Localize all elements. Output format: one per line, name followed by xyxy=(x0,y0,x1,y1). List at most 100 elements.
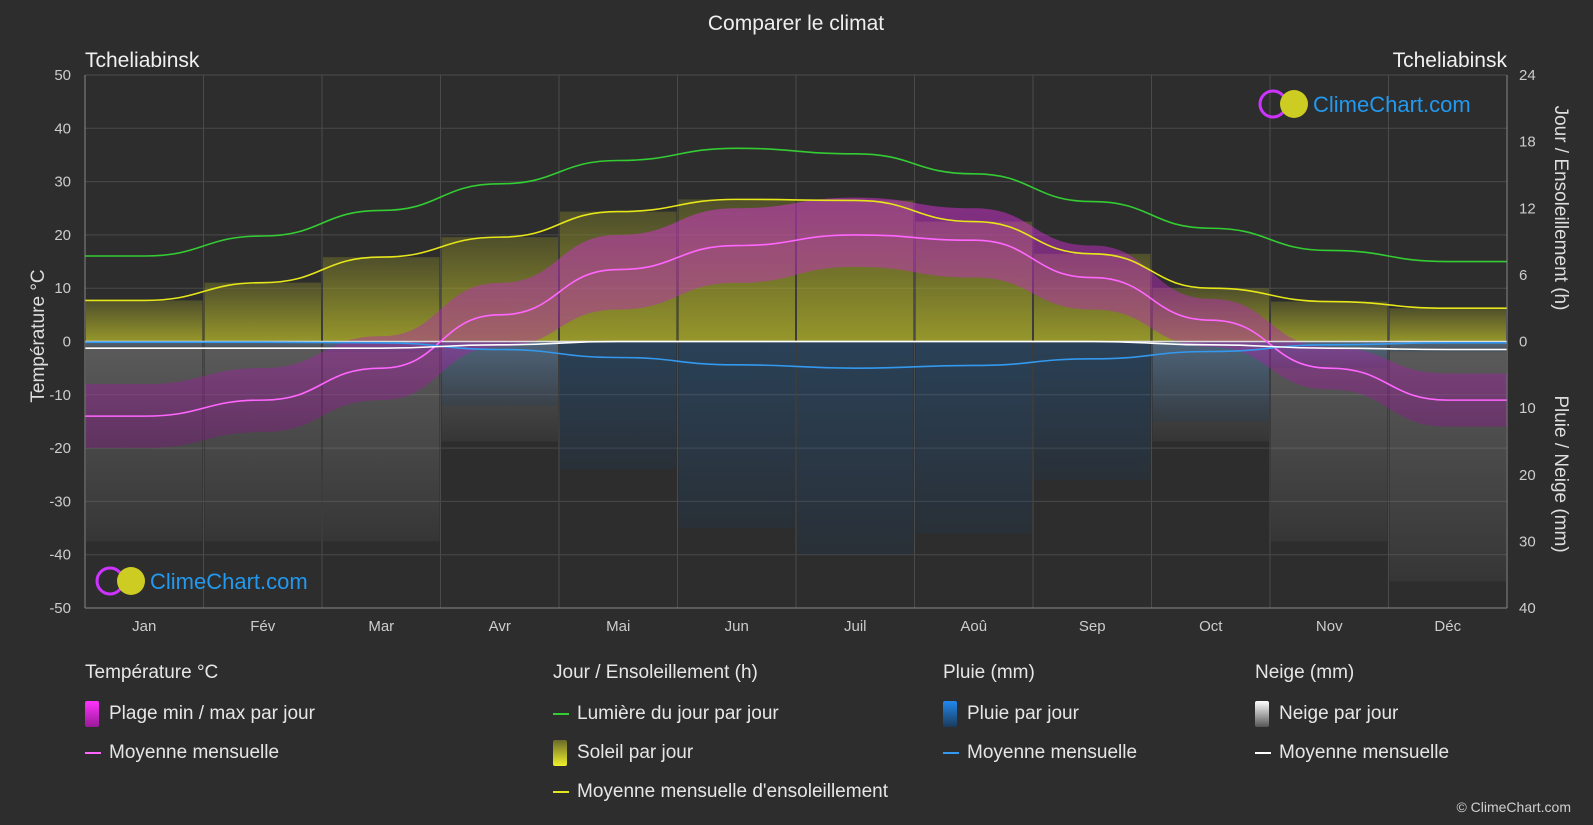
y-left-tick-label: -10 xyxy=(49,387,71,404)
legend-title-sun: Jour / Ensoleillement (h) xyxy=(553,662,758,683)
y-left-tick-label: 50 xyxy=(54,67,71,84)
location-right: Tcheliabinsk xyxy=(1393,49,1508,72)
legend-item-temp-mean: Moyenne mensuelle xyxy=(85,739,315,767)
x-tick-label: Oct xyxy=(1199,618,1223,635)
legend-item-rain: Pluie par jour xyxy=(943,700,1137,728)
rain-bar xyxy=(678,341,795,529)
y-axis-right-bottom-label: Pluie / Neige (mm) xyxy=(1550,395,1571,552)
x-tick-label: Juil xyxy=(844,618,867,635)
legend-sun: Jour / Ensoleillement (h) Lumière du jou… xyxy=(553,662,888,817)
rain-mean-swatch xyxy=(943,752,959,754)
rain-bar xyxy=(204,341,321,347)
y-left-tick-label: -30 xyxy=(49,493,71,510)
rain-bar xyxy=(1034,341,1151,481)
temp-range-swatch xyxy=(85,701,99,727)
legend-item-rain-mean: Moyenne mensuelle xyxy=(943,739,1137,767)
snow-swatch xyxy=(1255,701,1269,727)
y-right-tick-label: 6 xyxy=(1519,267,1527,284)
y-left-tick-label: -40 xyxy=(49,547,71,564)
sunshine-bar xyxy=(1389,308,1506,342)
legend-label: Moyenne mensuelle xyxy=(1279,742,1450,763)
logo-top: ClimeChart.com xyxy=(1258,89,1471,119)
sunshine-mean-swatch xyxy=(553,791,569,793)
temp-mean-line xyxy=(85,234,1507,417)
daylight-swatch xyxy=(553,713,569,715)
x-tick-label: Aoû xyxy=(960,618,987,635)
range-areas xyxy=(85,197,1507,449)
temp-mean-swatch xyxy=(85,752,101,754)
legend-rain: Pluie (mm) Pluie par jour Moyenne mensue… xyxy=(943,662,1137,778)
temp-range-area xyxy=(85,197,1507,449)
snow-mean-swatch xyxy=(1255,752,1271,754)
legend-label: Neige par jour xyxy=(1279,703,1399,724)
legend-snow: Neige (mm) Neige par jour Moyenne mensue… xyxy=(1255,662,1449,778)
x-tick-label: Fév xyxy=(250,618,276,635)
legend-item-sunshine: Soleil par jour xyxy=(553,739,888,767)
x-tick-label: Déc xyxy=(1434,618,1461,635)
y-right-tick-label: 20 xyxy=(1519,467,1536,484)
y-right-tick-label: 40 xyxy=(1519,600,1536,617)
sunshine-bar xyxy=(86,300,203,342)
legend-label: Moyenne mensuelle xyxy=(967,742,1138,763)
y-left-tick-label: 20 xyxy=(54,227,71,244)
legend-title-rain: Pluie (mm) xyxy=(943,662,1035,683)
y-axis-right-top-label: Jour / Ensoleillement (h) xyxy=(1550,106,1571,311)
snow-mean-line xyxy=(85,340,1507,351)
x-tick-label: Mai xyxy=(606,618,630,635)
y-left-tick-label: -50 xyxy=(49,600,71,617)
legend-item-daylight: Lumière du jour par jour xyxy=(553,700,888,728)
y-left-tick-label: 30 xyxy=(54,174,71,191)
y-axis-left-label: Température °C xyxy=(28,269,49,402)
sunshine-bar xyxy=(204,282,321,342)
x-tick-label: Avr xyxy=(489,618,511,635)
y-left-tick-label: -20 xyxy=(49,440,71,457)
axes: 50 40 30 20 10 0 -10 -20 -30 -40 -50 Jan Fév Mar Avr Ma… xyxy=(49,67,1535,635)
logo-sun-icon xyxy=(117,567,145,595)
rain-bar xyxy=(86,341,203,347)
y-right-tick-label: 10 xyxy=(1519,400,1536,417)
x-tick-label: Jun xyxy=(725,618,749,635)
rain-swatch xyxy=(943,701,957,727)
y-left-tick-label: 40 xyxy=(54,120,71,137)
legend-title-temperature: Température °C xyxy=(85,662,219,683)
legend-label: Moyenne mensuelle d'ensoleillement xyxy=(577,781,888,802)
rain-bar xyxy=(915,341,1032,534)
legend-label: Pluie par jour xyxy=(967,703,1079,724)
y-right-tick-label: 0 xyxy=(1519,334,1527,351)
sunshine-bar xyxy=(1271,301,1388,342)
sunshine-mean-line xyxy=(85,198,1507,309)
logo-sun-icon xyxy=(1280,90,1308,118)
copyright: © ClimeChart.com xyxy=(1456,799,1571,815)
x-tick-label: Sep xyxy=(1079,618,1106,635)
legend-item-snow-mean: Moyenne mensuelle xyxy=(1255,739,1449,767)
y-right-tick-label: 24 xyxy=(1519,67,1536,84)
legend-label: Soleil par jour xyxy=(577,742,694,763)
daylight-line xyxy=(85,147,1507,263)
rain-bar xyxy=(560,341,677,470)
legend-item-snow: Neige par jour xyxy=(1255,700,1449,728)
y-left-tick-label: 0 xyxy=(63,334,71,351)
logo-bottom: ClimeChart.com xyxy=(95,566,308,596)
legend-label: Plage min / max par jour xyxy=(109,703,315,724)
legend-temperature: Température °C Plage min / max par jour … xyxy=(85,662,315,778)
logo-text-bottom: ClimeChart.com xyxy=(150,569,308,594)
y-right-tick-label: 18 xyxy=(1519,134,1536,151)
logo-text-top: ClimeChart.com xyxy=(1313,92,1471,117)
y-right-tick-label: 30 xyxy=(1519,533,1536,550)
series-lines xyxy=(84,147,1507,417)
rain-bar xyxy=(1389,341,1506,353)
y-right-tick-label: 12 xyxy=(1519,200,1536,217)
legend-label: Moyenne mensuelle xyxy=(109,742,280,763)
rain-bar xyxy=(797,341,914,555)
y-left-tick-label: 10 xyxy=(54,280,71,297)
x-tick-label: Mar xyxy=(368,618,394,635)
chart-title: Comparer le climat xyxy=(708,12,884,35)
legend-item-temp-range: Plage min / max par jour xyxy=(85,700,315,728)
x-tick-label: Jan xyxy=(132,618,156,635)
x-tick-label: Nov xyxy=(1316,618,1343,635)
legend-title-snow: Neige (mm) xyxy=(1255,662,1355,683)
sunshine-swatch xyxy=(553,740,567,766)
legend-item-sunshine-mean: Moyenne mensuelle d'ensoleillement xyxy=(553,778,888,806)
location-left: Tcheliabinsk xyxy=(85,49,200,72)
